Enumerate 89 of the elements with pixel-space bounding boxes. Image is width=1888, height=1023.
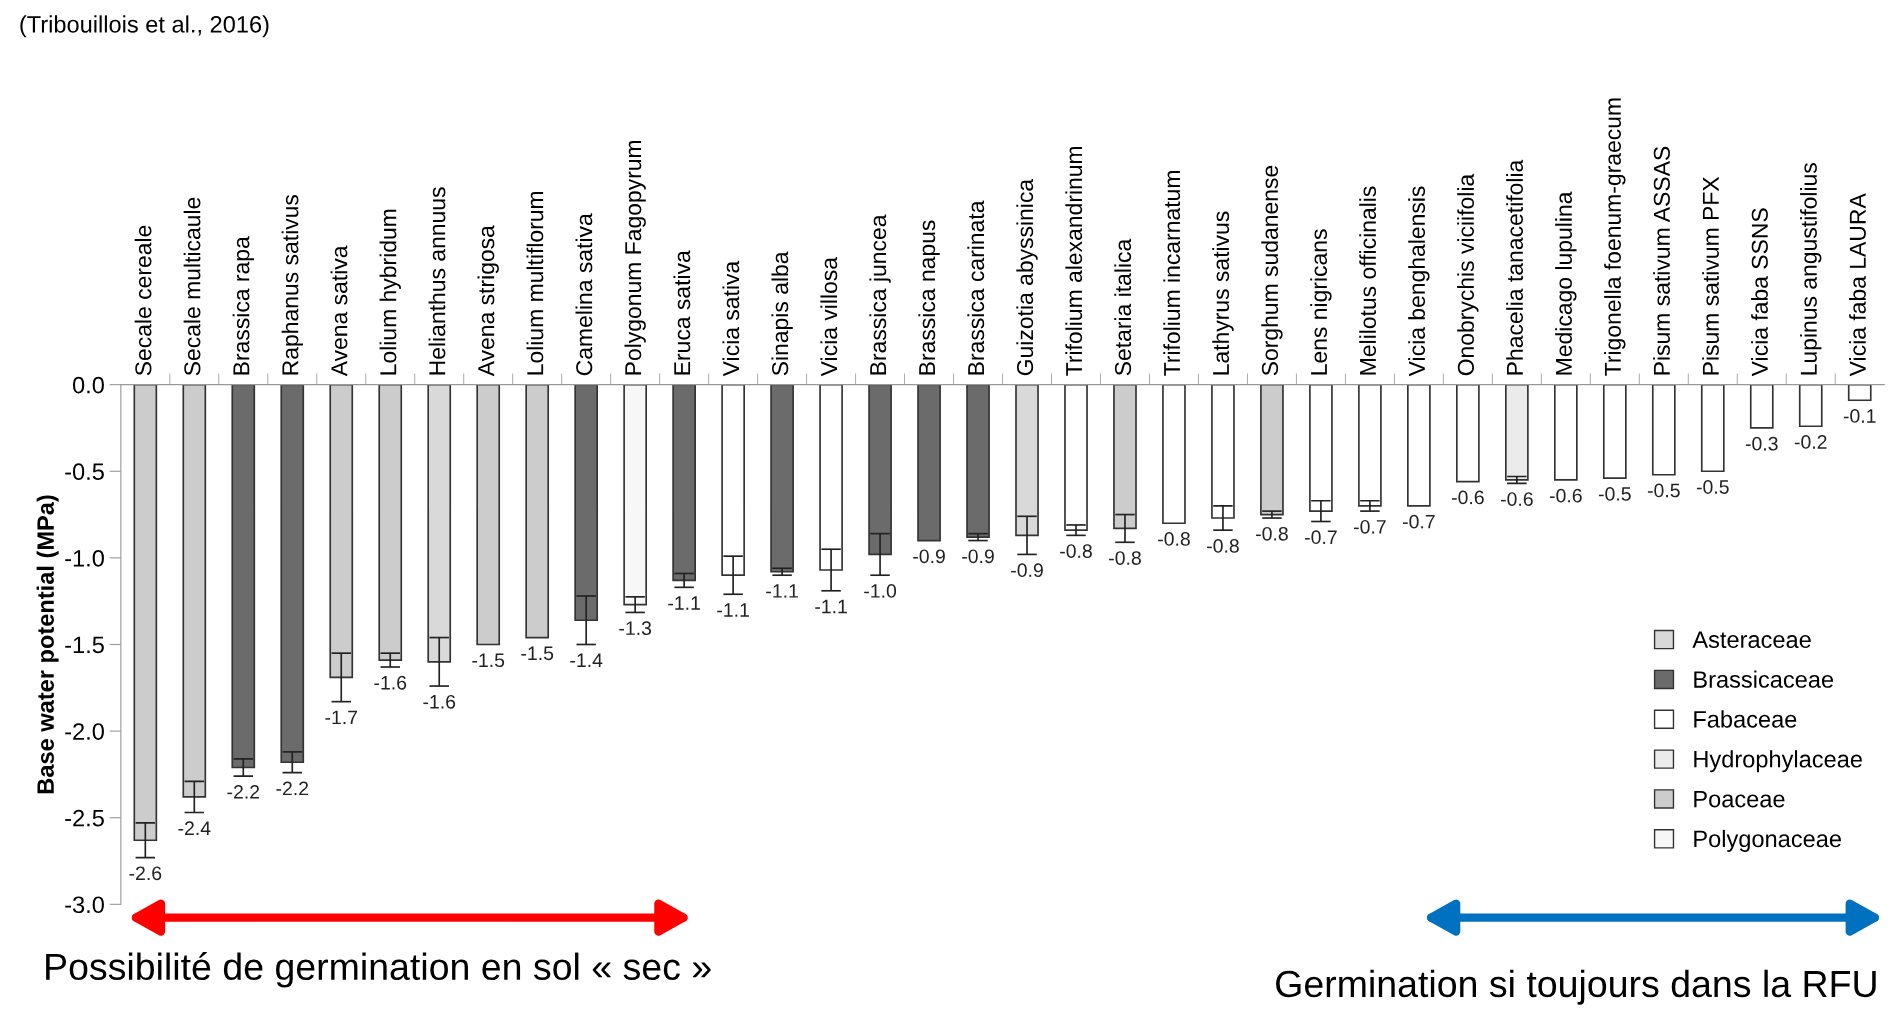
- text: -1.1: [766, 584, 798, 598]
- text: -1.1: [815, 599, 847, 614]
- x-tick-label: Secale multicaule: [183, 197, 201, 376]
- y-tick-label: -3.0: [65, 896, 104, 914]
- x-tick-label: Polygonum Fagopyrum: [624, 140, 646, 375]
- x-tick-label: Sorghum sudanense: [1261, 165, 1283, 376]
- text: -0.8: [1207, 539, 1239, 553]
- x-tick-label: Guizotia abyssinica: [1016, 178, 1038, 376]
- x-tick-label: Setaria italica: [1114, 238, 1132, 376]
- text: -0.5: [1598, 487, 1631, 501]
- text: -1.7: [325, 710, 358, 725]
- text: -2.2: [276, 781, 309, 796]
- x-tick-label: Lolium hybridum: [379, 209, 401, 375]
- x-tick-label: Eruca sativa: [673, 250, 691, 375]
- x-tick-label: Brassica juncea: [869, 214, 891, 375]
- text: -0.9: [962, 549, 994, 564]
- legend-label: Asteraceae: [1692, 631, 1811, 649]
- y-tick-label: -2.0: [65, 723, 104, 740]
- text: Possibilité de germination en sol « sec »: [46, 952, 711, 988]
- x-tick-label: Lolium multiflorum: [526, 191, 544, 375]
- x-tick-label: Trifolium incarnatum: [1163, 171, 1181, 376]
- y-tick-label: 0.0: [72, 376, 104, 394]
- text: -0.6: [1451, 490, 1484, 505]
- x-tick-label: Vicia faba LAURA: [1849, 193, 1866, 377]
- legend-label: Polygonaceae: [1694, 829, 1841, 852]
- text: -1.0: [864, 584, 897, 598]
- x-tick-label: Medicago lupulina: [1555, 191, 1577, 375]
- text: -1.6: [423, 694, 456, 709]
- text: -0.5: [1696, 480, 1729, 494]
- text: -0.7: [1354, 519, 1386, 534]
- x-tick-label: Vicia benghalensis: [1408, 186, 1430, 377]
- x-tick-label: Trifolium alexandrinum: [1065, 146, 1083, 376]
- x-tick-label: Lens nigricans: [1310, 229, 1332, 375]
- text: -0.8: [1158, 532, 1190, 546]
- x-tick-label: Brassica napus: [918, 220, 940, 375]
- text: (Tribouillois et al., 2016): [20, 15, 269, 38]
- x-tick-label: Melilotus officinalis: [1359, 186, 1377, 375]
- x-tick-label: Lupinus angustifolius: [1800, 163, 1822, 375]
- x-tick-label: Pisum sativum PFX: [1702, 176, 1719, 375]
- text: -1.4: [570, 653, 603, 667]
- legend-label: Fabaceae: [1694, 710, 1797, 728]
- text: -0.6: [1500, 492, 1533, 506]
- x-tick-label: Lathyrus sativus: [1212, 211, 1234, 375]
- text: -1.1: [668, 596, 700, 610]
- y-tick-label: -1.0: [65, 549, 104, 567]
- x-tick-label: Brassica rapa: [232, 236, 254, 375]
- x-tick-label: Raphanus sativus: [281, 194, 303, 375]
- x-tick-label: Vicia villosa: [820, 257, 838, 377]
- y-axis-title: Base water potential (MPa): [36, 495, 59, 794]
- x-tick-label: Sinapis alba: [771, 251, 793, 376]
- text: -2.2: [227, 784, 260, 799]
- legend-label: Brassicaceae: [1694, 670, 1834, 688]
- legend-label: Hydrophylaceae: [1694, 750, 1862, 773]
- x-tick-label: Brassica carinata: [967, 200, 985, 375]
- text: -1.3: [619, 621, 652, 636]
- y-tick-label: -0.5: [65, 463, 104, 481]
- text: -0.8: [1256, 526, 1288, 541]
- text: -1.5: [521, 646, 554, 661]
- y-tick-label: -1.5: [65, 636, 104, 654]
- text: -2.6: [129, 866, 162, 881]
- x-tick-label: Onobrychis viciifolia: [1457, 173, 1479, 376]
- text: -0.1: [1843, 409, 1876, 423]
- text: -0.3: [1745, 436, 1778, 451]
- text: -1.6: [374, 675, 407, 690]
- text: -0.6: [1549, 488, 1582, 503]
- text: -0.8: [1060, 544, 1092, 558]
- text: -1.1: [717, 603, 749, 617]
- x-tick-label: Pisum sativum ASSAS: [1653, 146, 1670, 375]
- y-tick-label: -2.5: [65, 809, 104, 827]
- text: -0.5: [1647, 483, 1680, 498]
- x-tick-label: Vicia faba SSNS: [1751, 208, 1768, 377]
- text: Germination si toujours dans la RFU: [1276, 969, 1876, 1005]
- x-tick-label: Camelina sativa: [575, 213, 593, 376]
- x-tick-label: Avena strigosa: [477, 225, 499, 377]
- text: -0.2: [1794, 435, 1827, 449]
- legend-label: Poaceae: [1694, 790, 1785, 808]
- text: -0.9: [1011, 563, 1043, 578]
- text: -0.8: [1109, 551, 1141, 565]
- x-tick-label: Vicia sativa: [722, 260, 740, 377]
- x-tick-label: Helianthus annuus: [428, 187, 446, 375]
- x-tick-label: Avena sativa: [330, 245, 348, 377]
- text: -0.7: [1403, 514, 1435, 529]
- x-tick-label: Trigonella foenum-graecum: [1604, 98, 1626, 376]
- x-tick-label: Phacelia tanacetifolia: [1506, 159, 1523, 375]
- text: -1.5: [472, 653, 505, 668]
- text: -0.7: [1305, 530, 1337, 545]
- text: -2.4: [178, 821, 211, 835]
- text: -0.9: [913, 549, 945, 564]
- x-tick-label: Secale cereale: [134, 225, 152, 376]
